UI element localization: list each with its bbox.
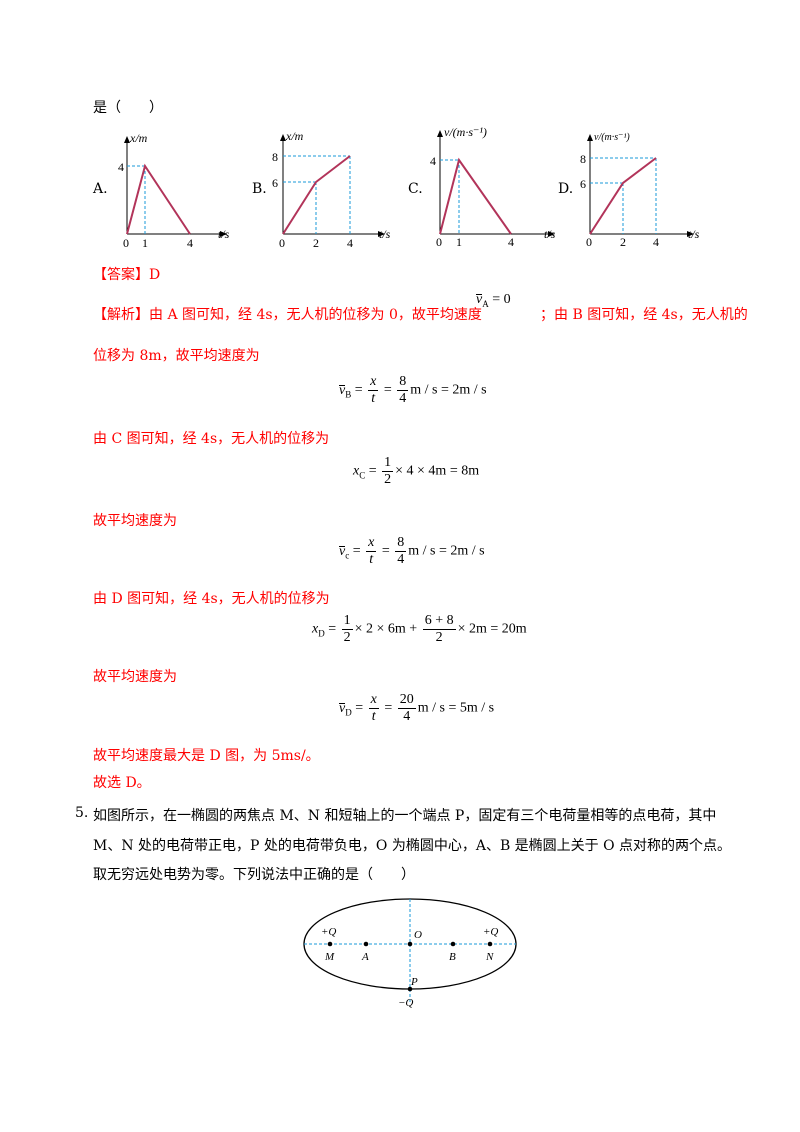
label-n: N: [485, 951, 494, 963]
q5-number: 5.: [75, 805, 89, 821]
graph-b-xtick-2: 4: [347, 236, 353, 248]
graph-d-ylabel: v/(m·s⁻¹): [594, 132, 630, 143]
point-o: [407, 941, 413, 947]
analysis-line-4: 故平均速度为: [93, 513, 177, 529]
graph-c-ytick: 4: [430, 154, 436, 168]
label-a: A: [361, 951, 369, 963]
graph-d-xlabel: t/s: [688, 227, 700, 241]
graph-d-xtick-2: 4: [653, 235, 659, 246]
graph-d: v/(m·s⁻¹) 6 8 0 2 4 t/s: [580, 132, 700, 246]
point-a: [363, 941, 369, 947]
graph-a-ylabel: x/m: [129, 131, 148, 145]
analysis-prefix: 【解析】: [93, 307, 149, 323]
question-tail: 是（ ）: [93, 100, 163, 116]
q5-line-2: M、N 处的电荷带正电，P 处的电荷带负电，O 为椭圆中心，A、B 是椭圆上关于…: [93, 838, 732, 854]
eq-va: vA = 0: [476, 292, 511, 309]
point-m: [327, 941, 333, 947]
label-plus-q-right: +Q: [483, 926, 498, 938]
graph-a-origin: 0: [123, 236, 129, 248]
graph-b-ylabel: x/m: [285, 129, 304, 143]
graph-b-xtick-1: 2: [313, 236, 319, 248]
label-b: B: [449, 951, 456, 963]
eq-xd: xD = 1 2 × 2 × 6m + 6 + 8 2 × 2m = 20m: [312, 613, 527, 645]
graph-a-xlabel: t/s: [218, 227, 230, 241]
option-a-label: A.: [93, 181, 108, 197]
analysis-line-7: 故平均速度最大是 D 图，为 5ms/。: [93, 748, 320, 764]
graph-b-ytick-1: 6: [272, 176, 278, 190]
graph-c-xtick-1: 1: [456, 235, 462, 246]
graph-a-xtick-2: 4: [187, 236, 193, 248]
graph-b-xlabel: t/s: [379, 227, 391, 241]
graph-d-ytick-2: 8: [580, 152, 586, 166]
point-n: [487, 941, 493, 947]
label-p: P: [410, 976, 418, 988]
graph-b-ytick-2: 8: [272, 150, 278, 164]
analysis-line-6: 故平均速度为: [93, 669, 177, 685]
graph-b: x/m 6 8 0 2 4 t/s: [272, 129, 391, 248]
analysis-line-3: 由 C 图可知，经 4s，无人机的位移为: [93, 431, 330, 447]
graph-a-ytick: 4: [118, 160, 124, 174]
eq-xc: xC = 1 2 × 4 × 4m = 8m: [353, 455, 480, 487]
analysis-line-8: 故选 D。: [93, 775, 151, 791]
graph-a: x/m 4 0 1 4 t/s: [118, 131, 230, 248]
ellipse-figure: +Q +Q M A O B N P −Q: [303, 898, 517, 1009]
analysis-line-5: 由 D 图可知，经 4s，无人机的位移为: [93, 591, 330, 607]
q5-line-3: 取无穷远处电势为零。下列说法中正确的是（ ）: [93, 867, 415, 883]
label-o: O: [414, 929, 422, 941]
graph-c-xtick-2: 4: [508, 235, 514, 246]
point-b: [450, 941, 456, 947]
q5-line-1: 如图所示，在一椭圆的两焦点 M、N 和短轴上的一个端点 P，固定有三个电荷量相等…: [93, 808, 717, 824]
analysis-line-1a: 由 A 图可知，经 4s，无人机的位移为 0，故平均速度: [149, 307, 482, 323]
graph-c: v/(m·s⁻¹) 4 0 1 4 t/s: [430, 125, 556, 246]
graph-d-origin: 0: [586, 235, 592, 246]
graph-c-ylabel: v/(m·s⁻¹): [444, 125, 487, 139]
label-plus-q-left: +Q: [321, 926, 336, 938]
graph-a-xtick-1: 1: [142, 236, 148, 248]
graph-c-xlabel: t/s: [544, 227, 556, 241]
graph-d-xtick-1: 2: [620, 235, 626, 246]
label-minus-q: −Q: [398, 997, 413, 1009]
analysis-line-1b: ；由 B 图可知，经 4s，无人机的: [540, 307, 748, 323]
answer: 【答案】D: [93, 267, 161, 283]
analysis-line-1: 【解析】由 A 图可知，经 4s，无人机的位移为 0，故平均速度: [93, 304, 482, 324]
label-m: M: [324, 951, 335, 963]
graph-c-origin: 0: [436, 235, 442, 246]
graph-b-origin: 0: [279, 236, 285, 248]
point-p: [407, 986, 413, 992]
option-b-label: B.: [252, 181, 267, 197]
option-c-label: C.: [408, 181, 423, 197]
option-d-label: D.: [558, 181, 574, 197]
analysis-line-2: 位移为 8m，故平均速度为: [93, 348, 260, 364]
graph-d-ytick-1: 6: [580, 177, 586, 191]
